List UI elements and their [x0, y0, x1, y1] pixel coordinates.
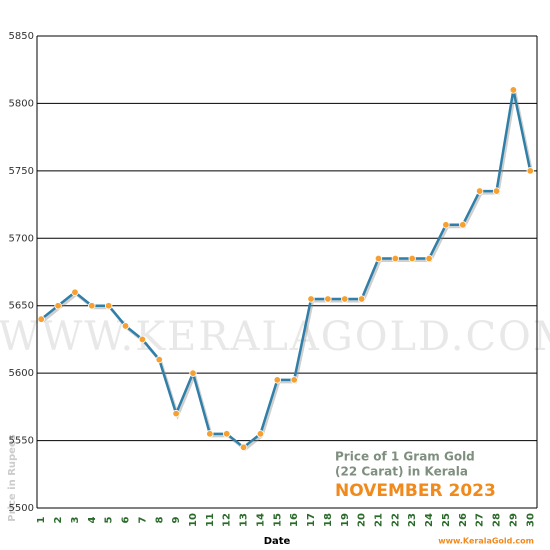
x-tick-label: 26 [458, 513, 469, 527]
x-tick-label: 25 [441, 513, 452, 527]
x-tick-label: 6 [121, 516, 132, 523]
x-tick-label: 15 [272, 513, 283, 527]
x-tick-label: 21 [373, 513, 384, 527]
point [526, 167, 534, 175]
point [459, 221, 467, 229]
point [475, 187, 484, 195]
x-tick-label: 14 [255, 513, 266, 527]
point [239, 443, 248, 452]
x-tick-label: 2 [53, 516, 64, 523]
x-tick-label: 28 [492, 513, 503, 527]
point [71, 288, 79, 296]
chart-title: NOVEMBER 2023 [335, 481, 496, 501]
x-tick-label: 16 [289, 513, 300, 527]
point [341, 295, 349, 303]
point [324, 295, 332, 303]
subtitle: Price of 1 Gram Gold [335, 450, 475, 464]
point [391, 254, 400, 263]
point [155, 355, 163, 364]
point [121, 322, 130, 330]
point [223, 430, 231, 438]
point [189, 369, 197, 377]
x-axis-label: Date [264, 536, 291, 547]
point [442, 221, 450, 229]
price-line [40, 89, 532, 449]
x-tick-label: 11 [205, 513, 216, 527]
point [273, 376, 282, 384]
point [54, 302, 62, 310]
y-tick-label: 5700 [9, 233, 34, 244]
point [138, 335, 147, 344]
x-tick-label: 18 [323, 513, 334, 527]
y-tick-label: 5600 [9, 368, 34, 379]
y-tick-label: 5650 [9, 301, 34, 312]
x-tick-label: 13 [239, 513, 250, 527]
point [509, 86, 518, 94]
y-axis-label: Price in Rupees [7, 434, 18, 521]
point [425, 254, 433, 263]
point [492, 187, 501, 195]
point [290, 376, 298, 384]
x-tick-label: 4 [87, 516, 98, 523]
y-tick-label: 5550 [9, 436, 34, 447]
point [357, 295, 366, 303]
x-tick-label: 29 [508, 513, 519, 527]
point [104, 302, 113, 310]
x-tick-label: 22 [390, 513, 401, 527]
line-shadow [41, 91, 534, 452]
x-tick-label: 19 [340, 513, 351, 527]
subtitle: (22 Carat) in Kerala [335, 465, 468, 479]
point [172, 409, 180, 418]
y-tick-label: 5500 [9, 503, 34, 514]
x-tick-label: 10 [188, 513, 199, 527]
x-tick-label: 8 [154, 516, 165, 523]
point [88, 302, 96, 310]
x-tick-label: 9 [171, 516, 182, 523]
point [256, 430, 265, 438]
x-tick-label: 27 [475, 513, 486, 527]
x-tick-label: 20 [357, 513, 368, 527]
x-tick-label: 17 [306, 513, 317, 527]
point [37, 315, 45, 323]
y-tick-label: 5850 [9, 31, 34, 42]
credit: www.KeralaGold.com [438, 537, 534, 546]
x-tick-label: 1 [36, 516, 47, 523]
watermark: WWW.KERALAGOLD.COM [0, 314, 550, 360]
point [307, 295, 315, 303]
x-tick-label: 12 [222, 513, 233, 527]
point [206, 430, 214, 438]
x-tick-label: 23 [407, 513, 418, 527]
x-tick-label: 7 [137, 516, 148, 523]
x-tick-label: 24 [424, 513, 435, 527]
x-tick-label: 5 [104, 516, 115, 523]
point [408, 254, 416, 263]
x-tick-label: 30 [525, 513, 536, 527]
y-tick-label: 5800 [9, 98, 34, 109]
x-tick-label: 3 [70, 516, 81, 523]
y-tick-label: 5750 [9, 166, 34, 177]
point [374, 254, 383, 263]
